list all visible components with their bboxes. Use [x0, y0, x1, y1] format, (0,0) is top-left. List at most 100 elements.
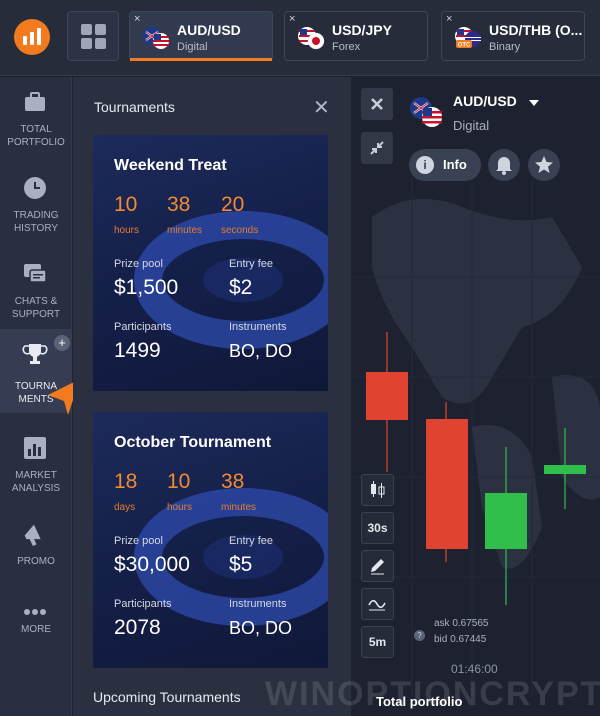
- instruments-value: BO, DO: [229, 341, 293, 361]
- countdown-unit: days: [114, 502, 136, 513]
- plus-badge[interactable]: +: [54, 335, 70, 351]
- grid-icon: [81, 24, 92, 35]
- sidebar-item-promo[interactable]: PROMO: [0, 509, 72, 587]
- entry-fee-value: $5: [229, 553, 253, 576]
- countdown-value: 38: [221, 470, 245, 493]
- caret-down-icon[interactable]: [528, 99, 540, 107]
- prize-pool-label: Prize pool: [114, 258, 163, 270]
- countdown-unit: minutes: [221, 502, 257, 513]
- asset-tab-aud-usd[interactable]: × AUD/USD Digital: [129, 11, 273, 61]
- bar-chart-icon: [24, 437, 46, 459]
- candle-bearish: [426, 419, 468, 549]
- participants-label: Participants: [114, 321, 172, 333]
- tournaments-panel: Tournaments ✕ Weekend Treat 10 hours 38 …: [73, 77, 351, 716]
- asset-tab-usd-thb-otc[interactable]: × OTC USD/THB (O... Binary: [441, 11, 585, 61]
- countdown-value: 20: [221, 193, 245, 216]
- panel-title: Tournaments: [94, 99, 175, 115]
- alerts-button[interactable]: [488, 149, 520, 181]
- prize-pool-label: Prize pool: [114, 535, 163, 547]
- active-tab-indicator: [130, 58, 272, 61]
- timeframe-button[interactable]: 5m: [361, 626, 394, 658]
- sidebar-item-label: PROMO: [17, 556, 55, 567]
- entry-fee-value: $2: [229, 276, 253, 299]
- app-logo[interactable]: [14, 19, 50, 55]
- instruments-label: Instruments: [229, 598, 287, 610]
- all-assets-button[interactable]: [67, 11, 119, 61]
- entry-fee-label: Entry fee: [229, 258, 274, 270]
- bid-price: bid 0.67445: [434, 634, 487, 645]
- collapse-arrows-icon: [370, 141, 384, 155]
- watermark: WINOPTIONCRYPTO.COM: [265, 675, 600, 713]
- info-button[interactable]: i Info: [409, 149, 481, 181]
- prize-pool-value: $30,000: [114, 553, 190, 576]
- card-title: Weekend Treat: [114, 157, 227, 174]
- sidebar-item-label: CHATS & SUPPORT: [11, 296, 61, 320]
- sidebar-item-label: TOURNA MENTS: [14, 381, 58, 405]
- top-bar: × AUD/USD Digital × USD/JPY Forex × OTC …: [0, 0, 600, 76]
- bell-icon: [496, 157, 512, 175]
- countdown-value: 18: [114, 470, 138, 493]
- sidebar-item-label: TRADING HISTORY: [13, 210, 59, 234]
- favorite-button[interactable]: [528, 149, 560, 181]
- sidebar-item-total-portfolio[interactable]: TOTAL PORTFOLIO: [0, 77, 72, 155]
- close-tab-icon[interactable]: ×: [446, 13, 453, 25]
- sidebar-item-market-analysis[interactable]: MARKET ANALYSIS: [0, 423, 72, 501]
- total-portfolio-label[interactable]: Total portfolio: [376, 694, 463, 709]
- sidebar-item-tournaments[interactable]: TOURNA MENTS: [0, 329, 80, 415]
- card-title: October Tournament: [114, 434, 272, 451]
- instruments-value: BO, DO: [229, 618, 293, 638]
- candle-bullish: [544, 465, 586, 474]
- drawing-tools-button[interactable]: [361, 550, 394, 582]
- card-background-art: [134, 211, 328, 349]
- candle-interval-button[interactable]: 30s: [361, 512, 394, 544]
- tournament-card[interactable]: Weekend Treat 10 hours 38 minutes 20 sec…: [93, 135, 328, 391]
- close-tab-icon[interactable]: ×: [134, 13, 141, 25]
- countdown-value: 38: [167, 193, 191, 216]
- instruments-label: Instruments: [229, 321, 287, 333]
- close-panel-icon[interactable]: ✕: [313, 97, 330, 119]
- sidebar-item-trading-history[interactable]: TRADING HISTORY: [0, 163, 72, 241]
- tournament-card[interactable]: October Tournament 18 days 10 hours 38 m…: [93, 412, 328, 668]
- chart-type-button[interactable]: [361, 474, 394, 506]
- asset-tab-usd-jpy[interactable]: × USD/JPY Forex: [284, 11, 428, 61]
- cursor-pointer-icon: [48, 379, 80, 415]
- sidebar-item-chats-support[interactable]: CHATS & SUPPORT: [0, 249, 72, 327]
- indicators-wave-icon: [368, 599, 386, 611]
- help-icon[interactable]: ?: [414, 630, 425, 641]
- megaphone-icon: [24, 524, 41, 547]
- card-background-art: [134, 488, 328, 626]
- tab-type: Forex: [332, 41, 361, 53]
- usd-thb-flag-icon: OTC: [455, 27, 481, 49]
- candle-bearish: [366, 372, 408, 420]
- chat-icon: [24, 264, 47, 283]
- candlestick-series: [366, 332, 586, 605]
- collapse-chart-button[interactable]: [361, 132, 393, 164]
- tab-pair: USD/THB (O...: [489, 22, 583, 38]
- chart-pair-title[interactable]: AUD/USD: [453, 93, 517, 109]
- countdown-value: 10: [114, 193, 138, 216]
- candle-bullish: [485, 493, 527, 549]
- close-chart-button[interactable]: [361, 88, 393, 120]
- trophy-icon: [22, 344, 48, 364]
- sidebar-item-label: MARKET ANALYSIS: [11, 470, 61, 494]
- chart-pair-type: Digital: [453, 118, 490, 133]
- sidebar-item-label: TOTAL PORTFOLIO: [7, 124, 65, 148]
- tab-type: Digital: [177, 41, 208, 53]
- participants-value: 1499: [114, 339, 161, 362]
- sidebar-item-more[interactable]: MORE: [0, 587, 72, 665]
- candles-icon: [371, 481, 385, 498]
- close-icon: [371, 98, 383, 110]
- trading-chart: AUD/USD Digital i Info 30s 5m ? ask 0.67…: [352, 77, 600, 716]
- aud-usd-flag-icon: [410, 97, 442, 127]
- indicators-button[interactable]: [361, 588, 394, 620]
- close-tab-icon[interactable]: ×: [289, 13, 296, 25]
- countdown-value: 10: [167, 470, 191, 493]
- left-sidebar: TOTAL PORTFOLIO TRADING HISTORY CHATS & …: [0, 77, 80, 716]
- more-dots-icon: [24, 609, 46, 615]
- countdown-unit: hours: [167, 502, 193, 513]
- logo-bars-icon: [23, 28, 41, 45]
- prize-pool-value: $1,500: [114, 276, 179, 299]
- upcoming-tournaments-heading[interactable]: Upcoming Tournaments: [93, 689, 241, 705]
- entry-fee-label: Entry fee: [229, 535, 274, 547]
- ask-price: ask 0.67565: [434, 618, 489, 629]
